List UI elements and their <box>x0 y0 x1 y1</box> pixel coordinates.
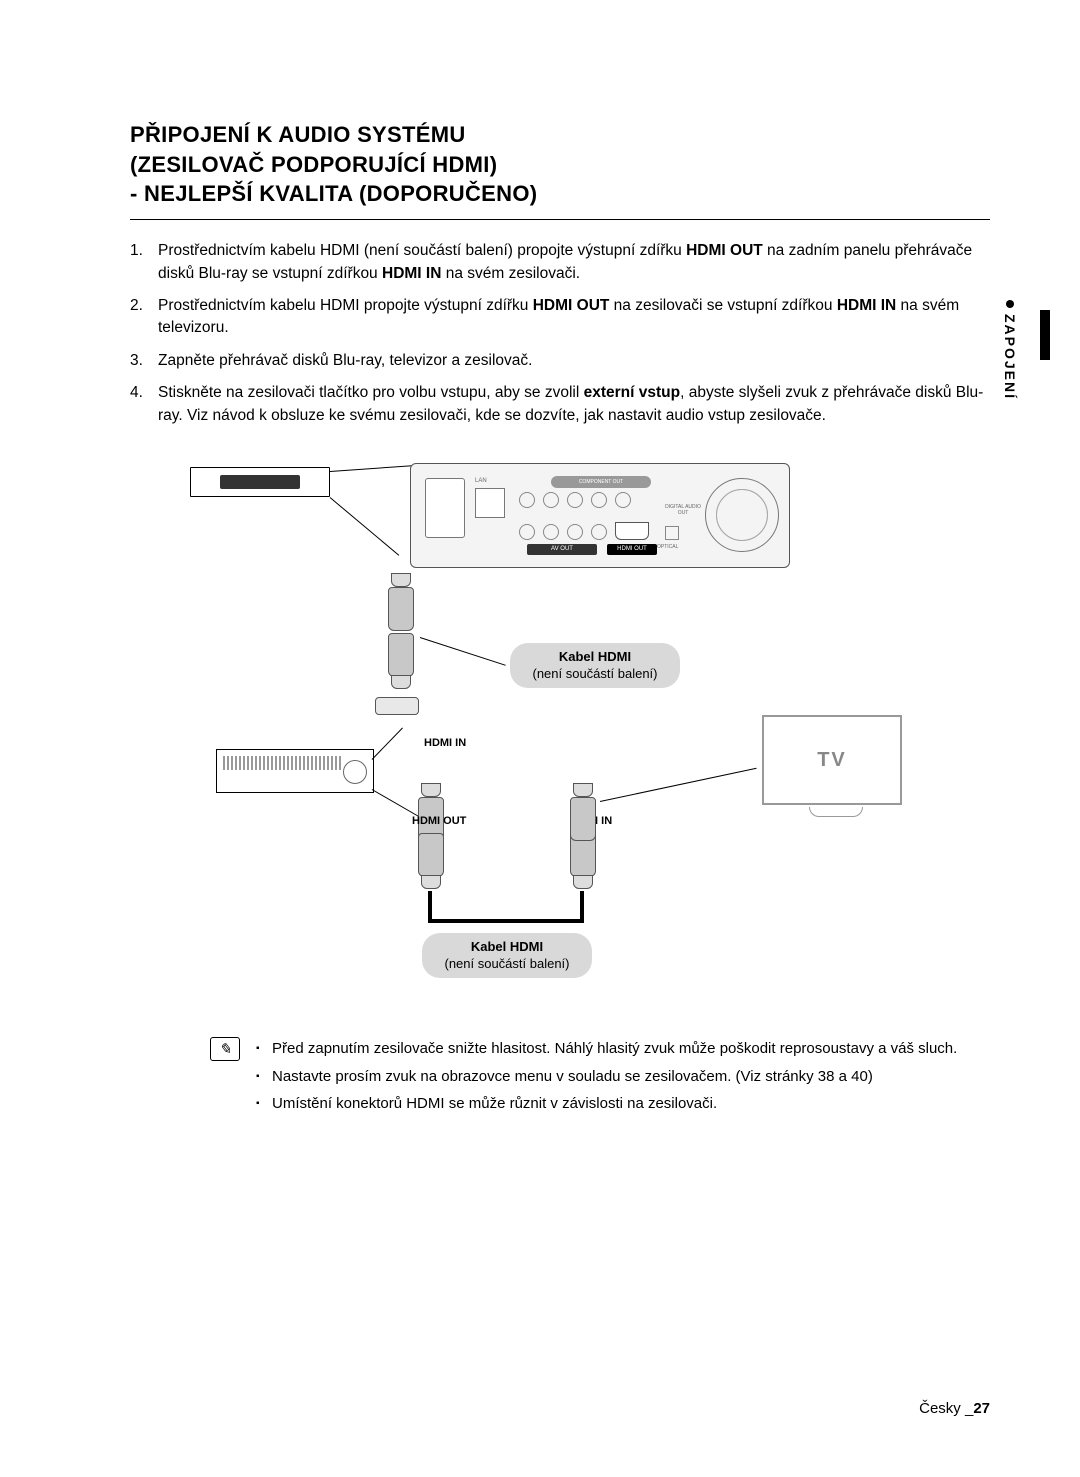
section-tab-label: ZAPOJENÍ <box>1002 314 1018 400</box>
leader-line <box>330 465 414 472</box>
component-out-label: COMPONENT OUT <box>551 476 651 488</box>
bullet-icon <box>1006 300 1014 308</box>
note-icon: ✎ <box>210 1037 240 1061</box>
amp-hdmi-in-icon <box>375 697 419 715</box>
bluray-back-panel: LAN COMPONENT OUT DIGITAL AUDIO OUT OPTI… <box>410 463 790 568</box>
cable-label: Kabel HDMI (není součástí balení) <box>510 643 680 688</box>
cable-line <box>428 919 584 923</box>
leader-line <box>420 637 506 666</box>
note-list: Před zapnutím zesilovače snižte hlasitos… <box>256 1037 957 1119</box>
fan-icon <box>705 478 779 552</box>
instruction-step: Stiskněte na zesilovači tlačítko pro vol… <box>130 382 990 427</box>
bluray-front-icon <box>190 467 330 497</box>
tv-icon: TV <box>762 715 910 821</box>
instruction-step: Zapněte přehrávač disků Blu-ray, televiz… <box>130 350 990 372</box>
av-out-label: AV OUT <box>527 544 597 555</box>
notes-block: ✎ Před zapnutím zesilovače snižte hlasit… <box>210 1037 990 1119</box>
lan-port-icon <box>475 488 505 518</box>
hdmi-plug-icon <box>386 633 416 703</box>
cable-line <box>428 891 432 921</box>
page-title: PŘIPOJENÍ K AUDIO SYSTÉMU (ZESILOVAČ POD… <box>130 120 990 209</box>
note-item: Nastavte prosím zvuk na obrazovce menu v… <box>256 1065 957 1088</box>
hdmi-out-label: HDMI OUT <box>412 815 466 827</box>
tv-screen: TV <box>762 715 902 805</box>
connection-diagram: LAN COMPONENT OUT DIGITAL AUDIO OUT OPTI… <box>180 457 940 997</box>
usb-port-icon <box>425 478 465 538</box>
note-item: Umístění konektorů HDMI se může různit v… <box>256 1092 957 1115</box>
page-footer: Česky _27 <box>919 1400 990 1417</box>
rca-ports-icon <box>519 524 607 540</box>
note-item: Před zapnutím zesilovače snižte hlasitos… <box>256 1037 957 1060</box>
cable-label: Kabel HDMI (není součástí balení) <box>422 933 592 978</box>
optical-label: OPTICAL <box>657 544 678 550</box>
rca-ports-icon <box>519 492 631 508</box>
instruction-step: Prostřednictvím kabelu HDMI propojte výs… <box>130 295 990 340</box>
title-underline <box>130 219 990 220</box>
instruction-list: Prostřednictvím kabelu HDMI (není součás… <box>130 240 990 427</box>
lan-label: LAN <box>475 478 487 484</box>
optical-port-icon <box>665 526 679 540</box>
hdmi-port-icon <box>615 522 649 540</box>
hdmi-in-label: HDMI IN <box>424 737 466 749</box>
digital-audio-label: DIGITAL AUDIO OUT <box>663 504 703 516</box>
leader-line <box>372 728 403 760</box>
hdmi-out-label: HDMI OUT <box>607 544 657 555</box>
section-tab: ZAPOJENÍ <box>1002 300 1018 400</box>
section-marker-bar <box>1040 310 1050 360</box>
leader-line <box>330 497 400 556</box>
hdmi-plug-icon <box>568 785 598 855</box>
instruction-step: Prostřednictvím kabelu HDMI (není součás… <box>130 240 990 285</box>
leader-line <box>600 768 757 802</box>
amplifier-icon <box>216 749 374 793</box>
